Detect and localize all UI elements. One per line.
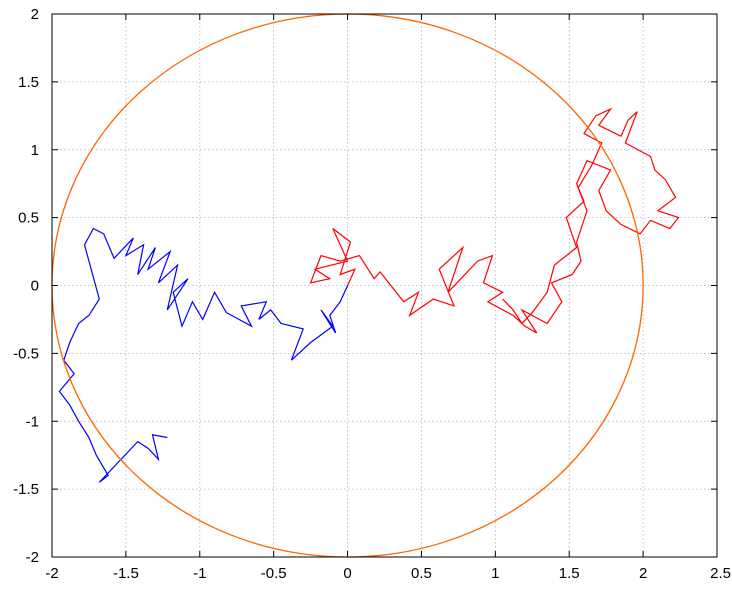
grid xyxy=(52,14,717,557)
y-tick-label: -1 xyxy=(26,413,39,430)
x-tick-label: -1.5 xyxy=(113,565,139,582)
y-tick-label: 0 xyxy=(31,278,39,295)
x-tick-label: -1 xyxy=(193,565,206,582)
walk-path-1 xyxy=(309,107,680,334)
y-tick-label: 1.5 xyxy=(18,74,39,91)
y-tick-label: 1 xyxy=(31,142,39,159)
y-tick-label: -1.5 xyxy=(13,481,39,498)
x-tick-label: 2.5 xyxy=(710,565,731,582)
ticks: -2 -1.5 -1 -0.5 0 0.5 1 1.5 2 2.5 2 1.5 1 0.5 0 -0.5 -1 -… xyxy=(13,6,731,582)
x-tick-label: 1 xyxy=(491,565,499,582)
x-tick-label: 0 xyxy=(343,565,351,582)
y-tick-label: -2 xyxy=(26,549,39,566)
y-tick-label: 2 xyxy=(31,6,39,23)
x-tick-label: -2 xyxy=(45,565,58,582)
walk-path-2 xyxy=(58,227,349,483)
x-tick-label: 2 xyxy=(639,565,647,582)
y-tick-label: 0.5 xyxy=(18,210,39,227)
x-tick-label: 1.5 xyxy=(559,565,580,582)
x-tick-label: -0.5 xyxy=(261,565,287,582)
x-tick-label: 0.5 xyxy=(411,565,432,582)
y-tick-label: -0.5 xyxy=(13,345,39,362)
